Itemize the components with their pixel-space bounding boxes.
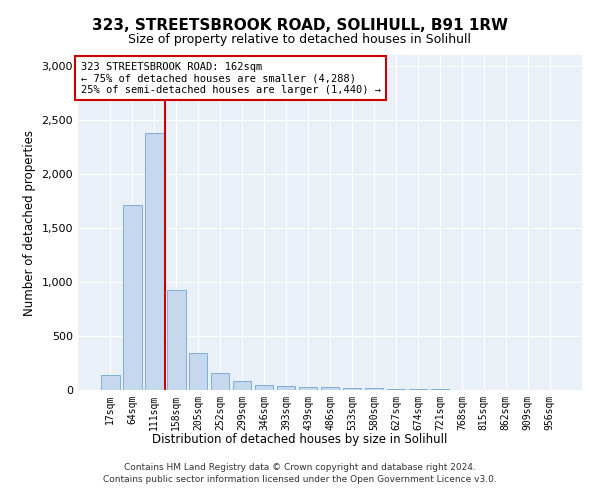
Bar bbox=[386, 389, 405, 390]
Bar bbox=[409, 389, 427, 390]
Bar bbox=[145, 133, 164, 390]
Text: Size of property relative to detached houses in Solihull: Size of property relative to detached ho… bbox=[128, 32, 472, 46]
Bar bbox=[277, 386, 295, 390]
Bar bbox=[123, 205, 142, 390]
Bar bbox=[343, 388, 361, 390]
Bar bbox=[365, 388, 383, 390]
Text: Contains public sector information licensed under the Open Government Licence v3: Contains public sector information licen… bbox=[103, 476, 497, 484]
Bar bbox=[299, 387, 317, 390]
Text: 323, STREETSBROOK ROAD, SOLIHULL, B91 1RW: 323, STREETSBROOK ROAD, SOLIHULL, B91 1R… bbox=[92, 18, 508, 32]
Bar bbox=[320, 388, 340, 390]
Bar bbox=[233, 381, 251, 390]
Bar bbox=[167, 290, 185, 390]
Bar bbox=[101, 375, 119, 390]
Text: Contains HM Land Registry data © Crown copyright and database right 2024.: Contains HM Land Registry data © Crown c… bbox=[124, 463, 476, 472]
Bar bbox=[189, 354, 208, 390]
Y-axis label: Number of detached properties: Number of detached properties bbox=[23, 130, 36, 316]
Text: 323 STREETSBROOK ROAD: 162sqm
← 75% of detached houses are smaller (4,288)
25% o: 323 STREETSBROOK ROAD: 162sqm ← 75% of d… bbox=[80, 62, 380, 95]
Bar bbox=[211, 372, 229, 390]
Text: Distribution of detached houses by size in Solihull: Distribution of detached houses by size … bbox=[152, 432, 448, 446]
Bar bbox=[255, 384, 274, 390]
